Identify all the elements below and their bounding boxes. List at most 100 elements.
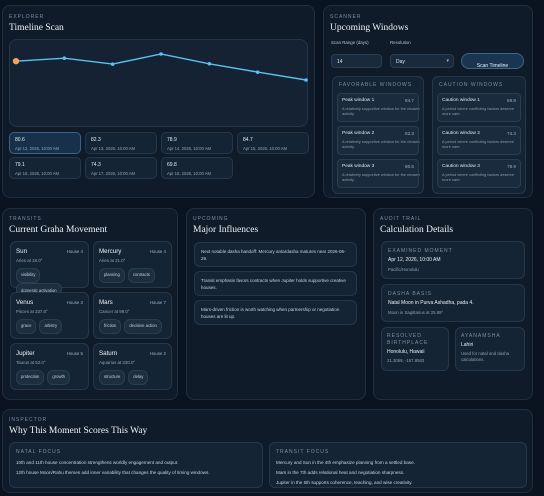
planet-tag: friction bbox=[99, 318, 122, 334]
timeline-point[interactable] bbox=[159, 52, 163, 56]
timeline-chart[interactable] bbox=[9, 39, 308, 127]
point-score: 74.3 bbox=[91, 162, 101, 168]
influence-text: Next notable dasha handoff: Mercury anta… bbox=[201, 249, 346, 261]
planet-card-venus[interactable]: Venus House 3 Pisces at 337.0° grace artistr… bbox=[10, 292, 89, 339]
favorable-window-item[interactable]: Peak window 2 82.3 A relatively supportive… bbox=[337, 126, 420, 155]
planet-card-jupiter[interactable]: Jupiter House 5 Taurus at 52.0° protection g… bbox=[10, 343, 89, 390]
influence-text: Mars-driven friction is worth watching w… bbox=[201, 307, 340, 319]
caution-window-item[interactable]: Caution window 1 69.8 A period where confl… bbox=[437, 93, 521, 122]
planet-tags: structure delay bbox=[99, 369, 171, 385]
planet-card-mercury[interactable]: Mercury House 4 Aries at 21.0° planning cont… bbox=[93, 241, 172, 288]
timeline-point[interactable] bbox=[110, 62, 115, 66]
influence-item[interactable]: Transit emphasis favors contracts when J… bbox=[194, 271, 357, 296]
resolution-select[interactable]: Day ▾ bbox=[390, 54, 454, 68]
timeline-point-card[interactable]: 82.3 Apr 13, 2026, 10:00 AM bbox=[85, 132, 157, 154]
caution-heading: CAUTION WINDOWS bbox=[439, 82, 504, 88]
scan-timeline-button[interactable]: Scan Timeline bbox=[461, 53, 524, 69]
caution-window-name: Caution window 2 bbox=[442, 131, 480, 136]
caution-window-name: Caution window 3 bbox=[442, 164, 480, 169]
examined-value: Apr 12, 2026, 10:00 AM bbox=[388, 257, 441, 263]
transit-line-2: Mars in the 7th adds relational heat and… bbox=[276, 470, 405, 475]
planet-name: Mercury bbox=[99, 248, 122, 255]
point-date: Apr 14, 2026, 10:00 AM bbox=[167, 145, 211, 151]
influence-item[interactable]: Next notable dasha handoff: Mercury anta… bbox=[194, 242, 357, 267]
examined-sub: Pacific/Honolulu bbox=[388, 267, 419, 272]
planet-tag: decisive action bbox=[124, 318, 162, 334]
caution-window-desc: A period where conflicting factors deser… bbox=[442, 139, 515, 150]
scan-range-value: 14 bbox=[337, 58, 343, 65]
scan-timeline-label: Scan Timeline bbox=[476, 63, 509, 69]
planet-name: Mars bbox=[99, 299, 113, 306]
birthplace-value: Honolulu, Hawaii bbox=[387, 349, 425, 355]
timeline-point-card[interactable]: 74.3 Apr 17, 2026, 10:00 AM bbox=[85, 157, 157, 179]
chevron-down-icon: ▾ bbox=[446, 57, 449, 64]
favorable-window-item[interactable]: Peak window 3 80.6 A relatively supportive… bbox=[337, 159, 420, 188]
point-date: Apr 13, 2026, 10:00 AM bbox=[91, 145, 135, 151]
natal-line-2: 12th house Moon/Rahu themes add inner va… bbox=[16, 470, 210, 475]
planet-tag: protection bbox=[16, 369, 45, 385]
planet-house: House 3 bbox=[66, 300, 83, 305]
timeline-point-card-selected[interactable]: 80.6 Apr 12, 2026, 10:00 AM bbox=[9, 132, 81, 154]
timeline-point[interactable] bbox=[304, 78, 308, 82]
caution-window-item[interactable]: Caution window 2 74.3 A period where confl… bbox=[437, 126, 521, 155]
point-date: Apr 18, 2026, 10:00 AM bbox=[167, 170, 211, 176]
favorable-window-item[interactable]: Peak window 1 84.7 A relatively supportive… bbox=[337, 93, 420, 122]
upcoming-eyebrow: UPCOMING bbox=[193, 216, 229, 222]
inspector-eyebrow: INSPECTOR bbox=[9, 417, 48, 423]
point-date: Apr 16, 2026, 10:00 AM bbox=[15, 170, 59, 176]
favorable-window-score: 84.7 bbox=[405, 98, 414, 103]
dasha-label: DASHA BASIS bbox=[388, 291, 433, 297]
caution-window-name: Caution window 1 bbox=[442, 98, 480, 103]
inspector-panel: INSPECTOR Why This Moment Scores This Wa… bbox=[2, 409, 533, 493]
planet-card-mars[interactable]: Mars House 7 Cancer at 99.0° friction decisi… bbox=[93, 292, 172, 339]
transit-heading: TRANSIT FOCUS bbox=[276, 449, 330, 455]
timeline-point-card[interactable]: 69.8 Apr 18, 2026, 10:00 AM bbox=[161, 157, 233, 179]
birthplace-label: RESOLVED BIRTHPLACE bbox=[387, 333, 429, 346]
scanner-panel: SCANNER Upcoming Windows Scan Range (day… bbox=[323, 5, 533, 198]
audit-title: Calculation Details bbox=[380, 225, 454, 235]
transit-line-3: Jupiter in the 5th supports coherence, t… bbox=[276, 480, 413, 485]
transits-title: Current Graha Movement bbox=[9, 225, 108, 235]
timeline-point[interactable] bbox=[255, 70, 260, 74]
timeline-point-card[interactable]: 78.9 Apr 14, 2026, 10:00 AM bbox=[161, 132, 233, 154]
examined-label: EXAMINED MOMENT bbox=[388, 248, 453, 254]
planet-card-saturn[interactable]: Saturn House 2 Aquarius at 330.0° structure… bbox=[93, 343, 172, 390]
natal-focus-card: NATAL FOCUS 10th and 11th house concentr… bbox=[9, 442, 263, 488]
favorable-window-name: Peak window 3 bbox=[342, 164, 375, 169]
favorable-window-score: 82.3 bbox=[405, 131, 414, 136]
favorable-window-desc: A relatively supportive window for the c… bbox=[342, 106, 420, 117]
planet-tag: visibility bbox=[16, 267, 41, 283]
favorable-window-score: 80.6 bbox=[405, 164, 414, 169]
resolution-label: Resolution bbox=[390, 40, 411, 45]
explorer-panel: EXPLORER Timeline Scan 80.6 Apr 12, 2026,… bbox=[2, 5, 315, 198]
planet-tag: planning bbox=[99, 267, 125, 283]
planet-sign: Aries at 21.0° bbox=[99, 258, 126, 263]
planet-tags: protection growth bbox=[16, 369, 88, 385]
dasha-value: Natal Moon in Purva Ashadha, pada 4. bbox=[388, 300, 474, 306]
planet-sign: Taurus at 52.0° bbox=[16, 360, 46, 365]
timeline-point-selected[interactable] bbox=[12, 57, 20, 65]
point-score: 80.6 bbox=[15, 137, 25, 143]
timeline-series-line bbox=[15, 53, 307, 81]
ayanamsha-value: Lahiri bbox=[461, 342, 474, 348]
planet-house: House 5 bbox=[66, 351, 83, 356]
planet-sign: Pisces at 337.0° bbox=[16, 309, 48, 314]
planet-tags: friction decisive action bbox=[99, 318, 171, 334]
planet-card-sun[interactable]: Sun House 4 Aries at 18.0° visibilitydomest… bbox=[10, 241, 89, 298]
favorable-window-name: Peak window 1 bbox=[342, 98, 375, 103]
transit-focus-card: TRANSIT FOCUS Mercury and Sun in the 4th… bbox=[269, 442, 527, 488]
timeline-point-card[interactable]: 84.7 Apr 15, 2026, 10:00 AM bbox=[237, 132, 309, 154]
planet-house: House 7 bbox=[149, 300, 166, 305]
planet-sign: Cancer at 99.0° bbox=[99, 309, 130, 314]
point-score: 82.3 bbox=[91, 137, 101, 143]
scan-range-input[interactable]: 14 bbox=[331, 54, 382, 68]
scanner-eyebrow: SCANNER bbox=[330, 14, 362, 20]
planet-tag: artistry bbox=[39, 318, 63, 334]
timeline-point[interactable] bbox=[62, 56, 67, 60]
timeline-point-card[interactable]: 79.1 Apr 16, 2026, 10:00 AM bbox=[9, 157, 81, 179]
influence-item[interactable]: Mars-driven friction is worth watching w… bbox=[194, 300, 357, 325]
timeline-point[interactable] bbox=[207, 61, 212, 66]
planet-name: Saturn bbox=[99, 350, 118, 357]
favorable-windows-card: FAVORABLE WINDOWS Peak window 1 84.7 A rel… bbox=[332, 76, 424, 194]
caution-window-item[interactable]: Caution window 3 78.9 A period where confl… bbox=[437, 159, 521, 188]
